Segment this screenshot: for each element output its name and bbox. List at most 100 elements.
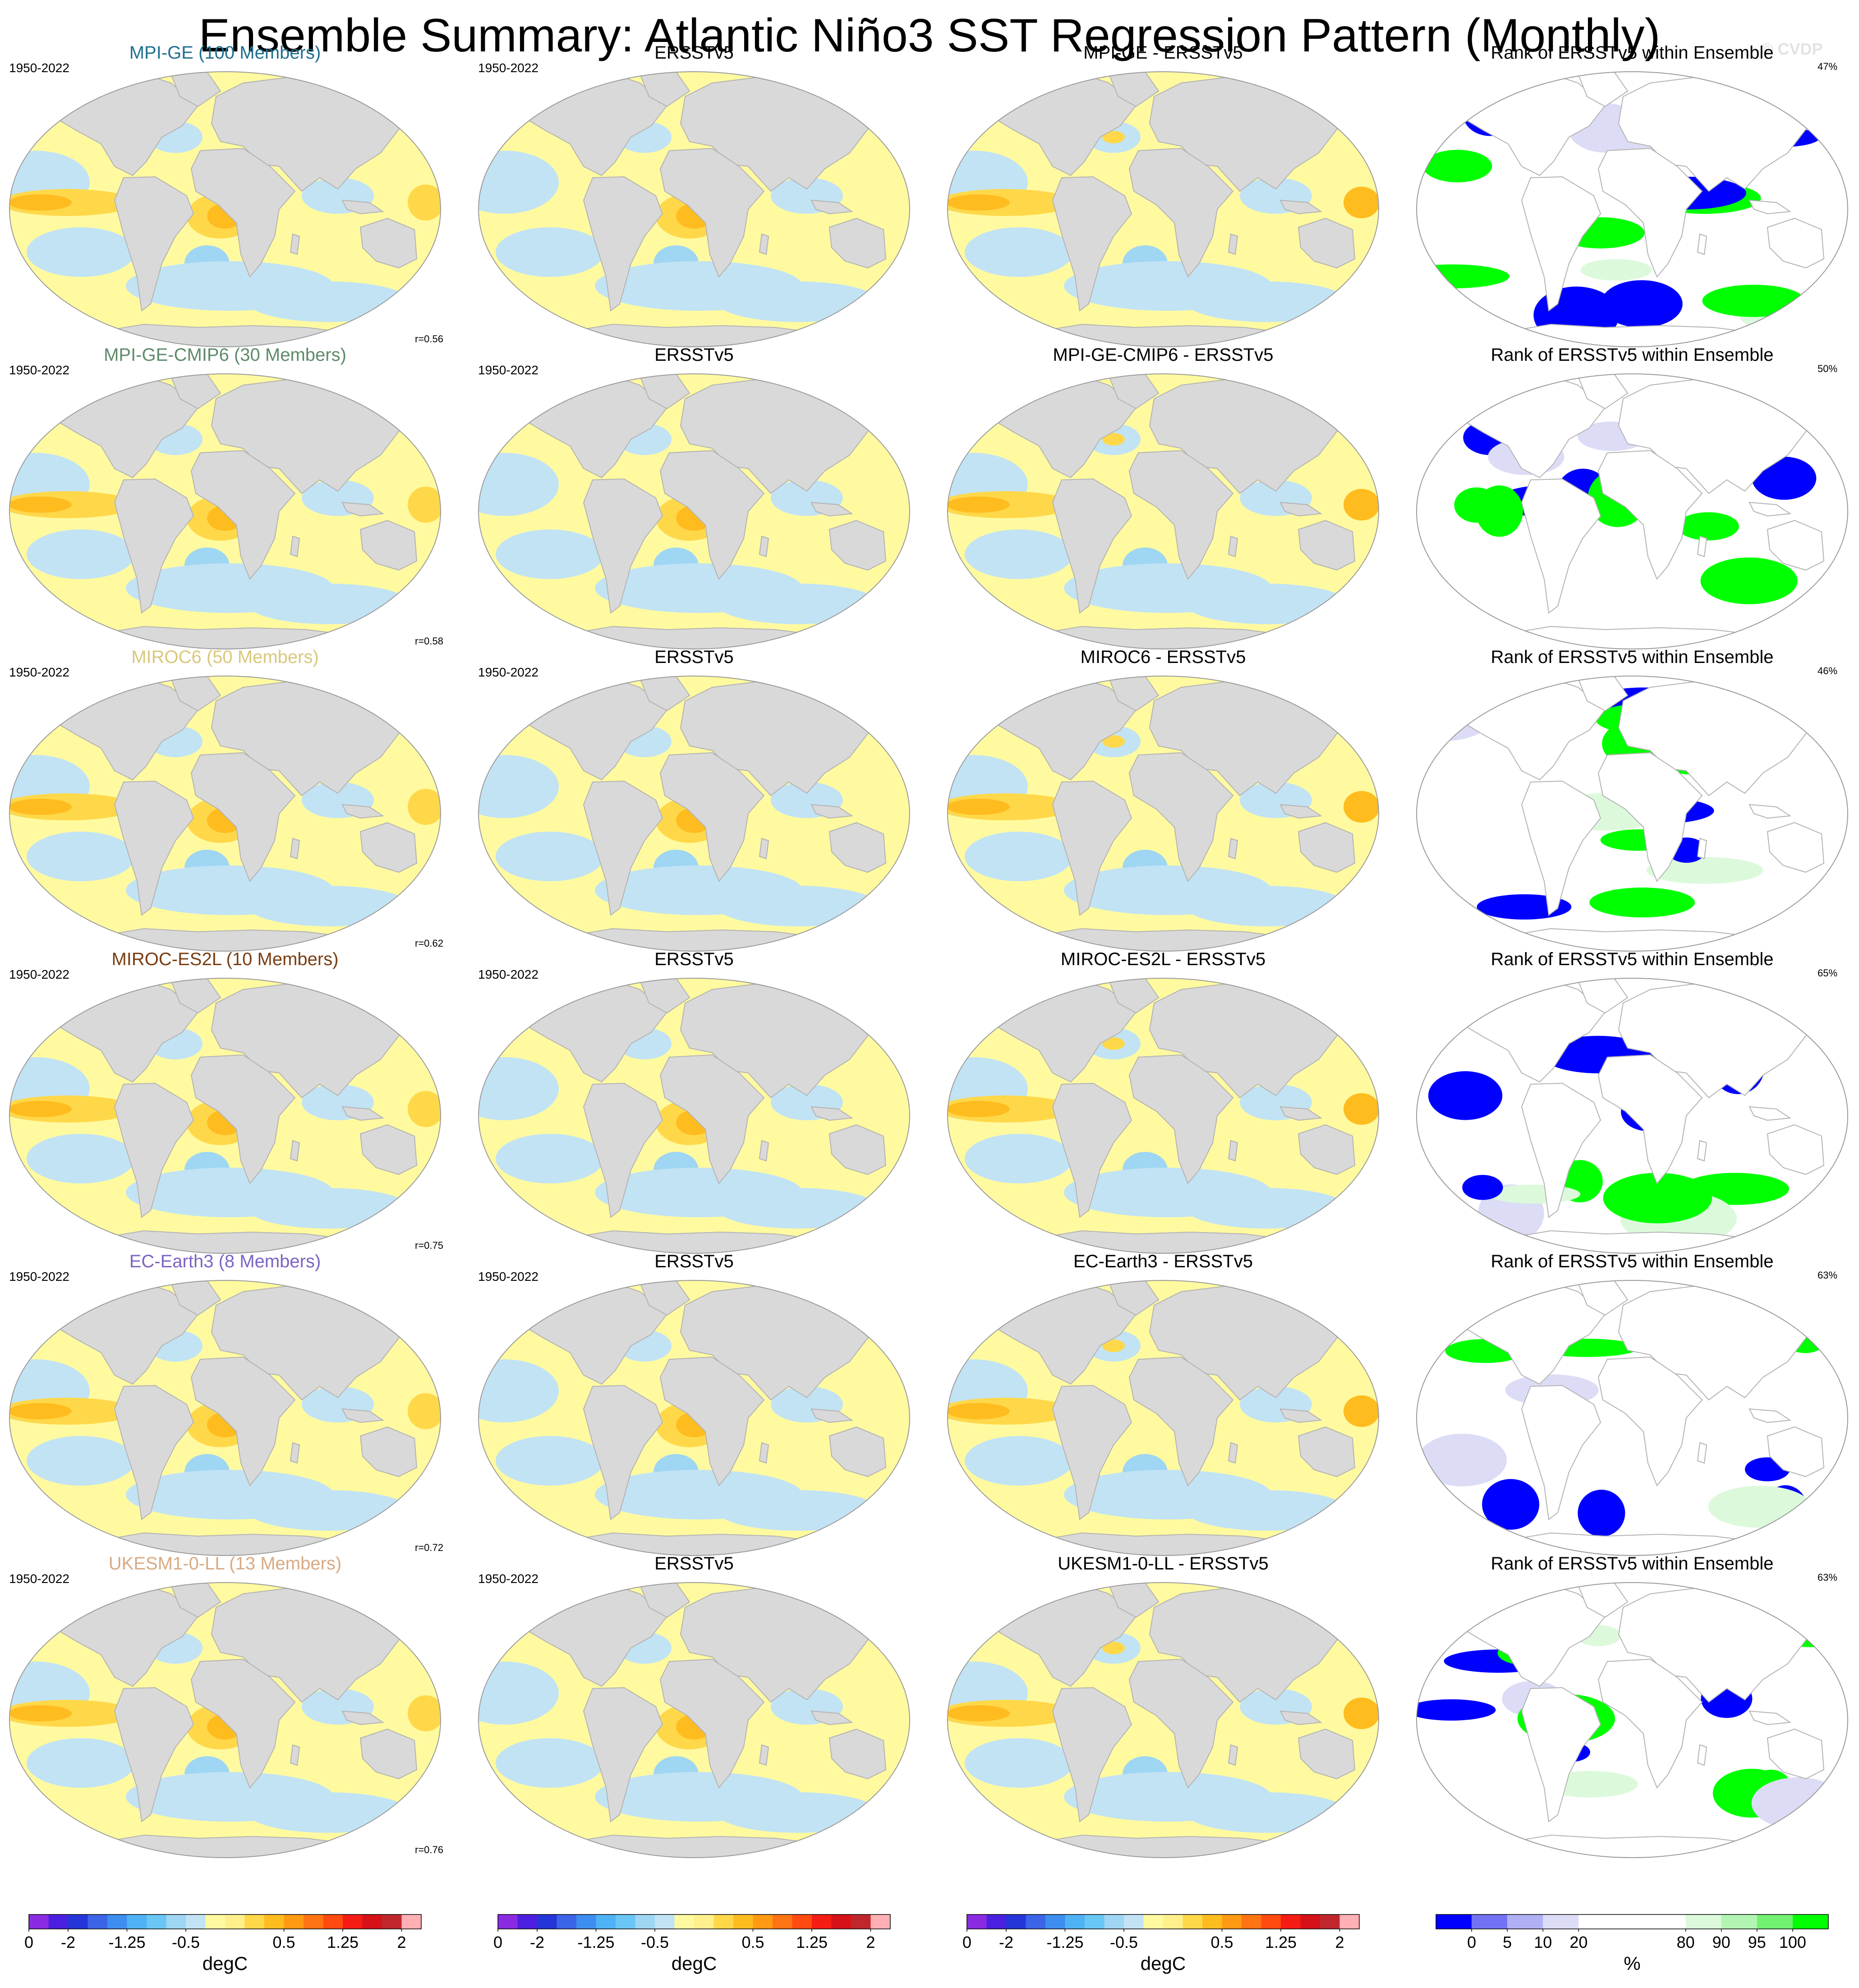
colorbar-swatch — [1202, 1914, 1222, 1929]
field-patch — [27, 1436, 135, 1486]
madagascar-land — [290, 233, 300, 255]
colorbar-swatch — [166, 1914, 186, 1929]
colorbar-tick-label: 0 — [493, 1933, 503, 1951]
australia-land — [1298, 1426, 1356, 1477]
field-patch — [717, 886, 879, 926]
colorbar-swatch — [1261, 1914, 1281, 1929]
africa-land — [1597, 147, 1703, 278]
australia-land — [828, 217, 887, 269]
colorbar-swatch — [1006, 1914, 1026, 1929]
field-patch — [9, 1101, 72, 1117]
south-america-land — [583, 1687, 663, 1822]
field-patch — [1186, 886, 1348, 926]
pattern-correlation: r=0.58 — [415, 635, 443, 647]
colorbar-sst-1 — [28, 1914, 422, 1932]
panel-title-rank: Rank of ERSSTv5 within Ensemble — [1491, 43, 1774, 63]
field-patch — [717, 1188, 879, 1229]
south-america-land — [1521, 176, 1601, 312]
madagascar-land — [759, 1442, 769, 1464]
panel-title-obs: ERSSTv5 — [654, 1554, 734, 1574]
panel-title-model: MIROC6 (50 Members) — [131, 647, 319, 667]
panel-model-4 — [9, 978, 441, 1254]
colorbar-tick-label: 0.5 — [741, 1933, 764, 1951]
colorbar-swatch — [498, 1914, 518, 1929]
colorbar-tick-label: -2 — [999, 1933, 1013, 1951]
indonesia-land — [1749, 1710, 1791, 1726]
colorbar-swatch — [87, 1914, 107, 1929]
panel-obs-3 — [478, 676, 910, 952]
madagascar-land — [1228, 535, 1238, 557]
indonesia-land — [810, 1408, 853, 1423]
field-patch — [248, 1490, 410, 1531]
period-label: 1950-2022 — [9, 967, 69, 981]
field-patch — [1344, 1395, 1379, 1427]
indonesia-land — [1749, 502, 1791, 517]
colorbar-tick-label: 90 — [1712, 1933, 1730, 1951]
colorbar-tick-label: -1.25 — [577, 1933, 615, 1951]
period-label: 1950-2022 — [478, 61, 538, 75]
madagascar-land — [759, 1140, 769, 1162]
colorbar-swatch — [1163, 1914, 1183, 1929]
colorbar-swatch — [1721, 1914, 1757, 1929]
madagascar-land — [759, 535, 769, 557]
australia-land — [1767, 1728, 1825, 1780]
field-patch — [965, 529, 1073, 579]
panel-title-obs: ERSSTv5 — [654, 949, 734, 969]
colorbar-swatch — [1757, 1914, 1793, 1929]
indonesia-land — [341, 1710, 384, 1726]
colorbar-swatch — [29, 1914, 49, 1929]
australia-land — [1767, 1124, 1825, 1175]
field-patch — [948, 497, 1010, 513]
colorbar-swatch — [851, 1914, 871, 1929]
field-patch — [27, 1134, 135, 1183]
field-patch — [248, 1188, 410, 1229]
colorbar-swatch — [986, 1914, 1006, 1929]
africa-land — [659, 147, 765, 278]
panel-diff-4 — [947, 978, 1379, 1254]
panel-title-diff: UKESM1-0-LL - ERSSTv5 — [1058, 1554, 1269, 1574]
rank-patch — [1417, 1434, 1507, 1486]
colorbar-tick-label: 2 — [1335, 1933, 1344, 1951]
field-patch — [479, 1661, 559, 1725]
colorbar-swatch — [557, 1914, 576, 1929]
colorbar-swatch — [147, 1914, 166, 1929]
africa-land — [1128, 147, 1234, 278]
period-label: 1950-2022 — [9, 61, 69, 75]
period-label: 1950-2022 — [9, 363, 69, 377]
africa-land — [1128, 1356, 1234, 1486]
australia-land — [1298, 217, 1356, 269]
south-america-land — [1521, 1385, 1601, 1520]
colorbar-tick-label: 2 — [866, 1933, 875, 1951]
panel-diff-5 — [947, 1280, 1379, 1556]
colorbar-swatch — [537, 1914, 557, 1929]
field-patch — [9, 497, 72, 513]
africa-land — [1597, 1356, 1703, 1486]
colorbar-swatch — [48, 1914, 68, 1929]
colorbar-swatch — [1650, 1914, 1686, 1929]
colorbar-swatch — [382, 1914, 402, 1929]
south-america-land — [583, 1385, 663, 1520]
colorbar-swatch — [674, 1914, 694, 1929]
australia-land — [359, 1426, 418, 1477]
colorbar-swatch — [127, 1914, 147, 1929]
colorbar-swatch — [812, 1914, 832, 1929]
field-patch — [496, 529, 604, 579]
colorbar-swatch — [323, 1914, 343, 1929]
field-patch — [1102, 131, 1125, 143]
indonesia-land — [810, 804, 853, 819]
colorbar-rank — [1436, 1914, 1829, 1932]
rank-patch — [1417, 1699, 1496, 1721]
australia-land — [828, 1728, 887, 1780]
colorbar-swatch — [1543, 1914, 1579, 1929]
south-america-land — [1052, 780, 1132, 916]
field-patch — [1102, 433, 1125, 446]
colorbar-unit: % — [1624, 1953, 1641, 1974]
panel-rank-6 — [1416, 1582, 1848, 1858]
rank-percent: 63% — [1818, 1270, 1838, 1281]
map-border — [1416, 71, 1848, 347]
field-patch — [27, 832, 135, 881]
colorbar-swatch — [1507, 1914, 1543, 1929]
colorbar-swatch — [1045, 1914, 1065, 1929]
indonesia-land — [810, 1710, 853, 1726]
madagascar-land — [290, 1744, 300, 1766]
